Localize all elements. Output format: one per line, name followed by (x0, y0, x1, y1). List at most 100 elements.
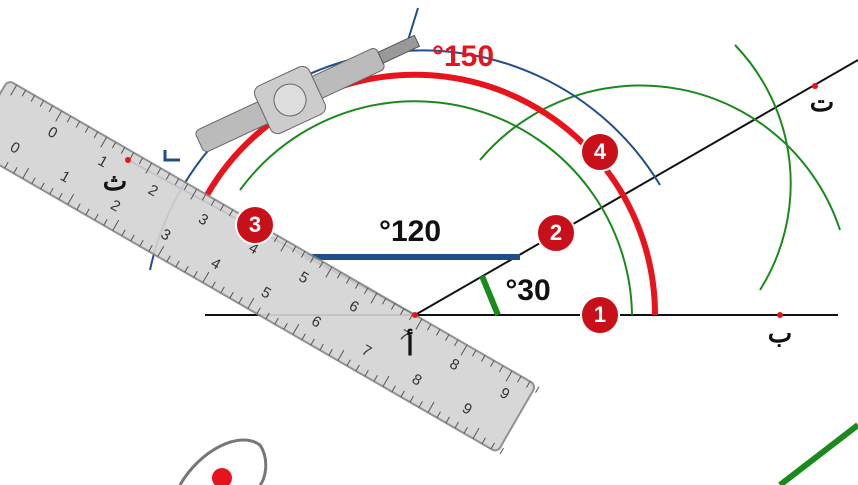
ruler-tick (48, 105, 54, 113)
ruler-tick (309, 256, 315, 263)
ruler-tick (265, 312, 270, 320)
ruler-tick (184, 265, 189, 273)
ruler-tick (472, 349, 477, 357)
ruler-tick (400, 390, 405, 398)
ruler-tick (445, 334, 450, 341)
step-badge (536, 213, 576, 253)
ruler-tick (55, 110, 63, 122)
ruler-tick (138, 157, 144, 165)
ruler-tick (175, 260, 180, 268)
ruler-tick (301, 333, 306, 340)
ruler-tick (472, 427, 480, 439)
ruler-tick (22, 167, 30, 179)
ruler-tick (535, 386, 540, 393)
ruler-tick (112, 219, 120, 231)
ruler-tick (436, 411, 441, 418)
ruler-tick (399, 308, 405, 315)
angle-label: °120 (379, 215, 441, 248)
ruler-tick (238, 297, 243, 304)
ruler-tick (30, 95, 36, 102)
ruler-tick (517, 375, 522, 383)
ruler-tick (4, 161, 9, 169)
step-number: 2 (550, 220, 562, 245)
ruler-tick (39, 100, 45, 107)
ruler-tick (166, 255, 171, 262)
ruler-tick (354, 282, 360, 289)
ruler-tick (283, 323, 288, 330)
ruler-tick (183, 183, 189, 191)
green-line (778, 422, 858, 485)
ruler-tick (75, 121, 81, 128)
ruler-tick (49, 187, 54, 195)
ruler-tick (148, 245, 153, 252)
ruler-tick (364, 369, 369, 377)
ruler-tick (94, 213, 99, 221)
ruler-tick (247, 297, 255, 309)
ruler-tick (84, 126, 90, 133)
ruler-tick (328, 349, 333, 356)
ruler-tick (355, 364, 360, 372)
point (412, 312, 418, 318)
ruler-tick (318, 261, 324, 269)
ruler-tick (40, 182, 45, 190)
ruler-tick (390, 303, 396, 310)
ruler-tick (156, 167, 162, 175)
doodle-dot (212, 468, 232, 485)
step-badge (235, 205, 275, 245)
ruler-tick (345, 277, 351, 284)
ruler-tick (220, 286, 225, 294)
ruler-tick (85, 208, 90, 216)
ruler-tick (21, 89, 27, 97)
ruler-tick (190, 188, 198, 200)
ruler-tick (202, 271, 210, 283)
ruler-tick (490, 442, 495, 450)
step-number: 4 (594, 139, 607, 164)
ruler-tick (274, 317, 279, 325)
ruler-tick (111, 141, 117, 149)
compass (195, 34, 421, 152)
ruler-tick (481, 437, 486, 444)
ruler-tick (490, 360, 495, 367)
ruler-tick (129, 152, 135, 159)
ruler-tick (120, 147, 126, 154)
ruler-tick (319, 343, 324, 351)
ruler-tick (505, 370, 513, 382)
ruler-tick (373, 375, 378, 382)
point-label: ث (103, 166, 127, 196)
ruler-tick (460, 344, 468, 356)
ruler-tick (211, 281, 216, 288)
ruler-tick (157, 245, 165, 257)
ruler-tick (165, 173, 171, 180)
ruler-tick (454, 339, 459, 347)
angle-label: °150 (432, 40, 494, 73)
ruler-tick (219, 204, 225, 211)
ruler-tick (13, 167, 18, 174)
ruler-tick (174, 178, 180, 185)
ruler-tick (210, 199, 216, 206)
doodle (178, 438, 268, 485)
point (812, 83, 818, 89)
ruler-tick (10, 84, 18, 96)
ruler-tick (381, 297, 387, 305)
ruler-tick (121, 229, 126, 236)
ruler-tick (415, 318, 423, 330)
ruler-tick (436, 329, 441, 336)
ruler-tick (93, 131, 99, 139)
ruler-tick (445, 416, 450, 424)
ruler-tick (370, 292, 378, 304)
ruler-tick (391, 385, 396, 392)
point (777, 312, 783, 318)
ruler-tick (291, 245, 297, 253)
ruler-tick (103, 219, 108, 226)
green-arc-3 (734, 44, 792, 291)
ruler-tick (201, 193, 207, 201)
ruler-tick (336, 271, 342, 279)
ruler-tick (280, 240, 288, 252)
ruler-tick (337, 349, 345, 361)
ruler-tick (100, 136, 108, 148)
ruler-tick (526, 381, 531, 388)
ruler-tick (76, 203, 81, 210)
ruler-tick (346, 359, 351, 366)
compass-tip (163, 150, 180, 162)
